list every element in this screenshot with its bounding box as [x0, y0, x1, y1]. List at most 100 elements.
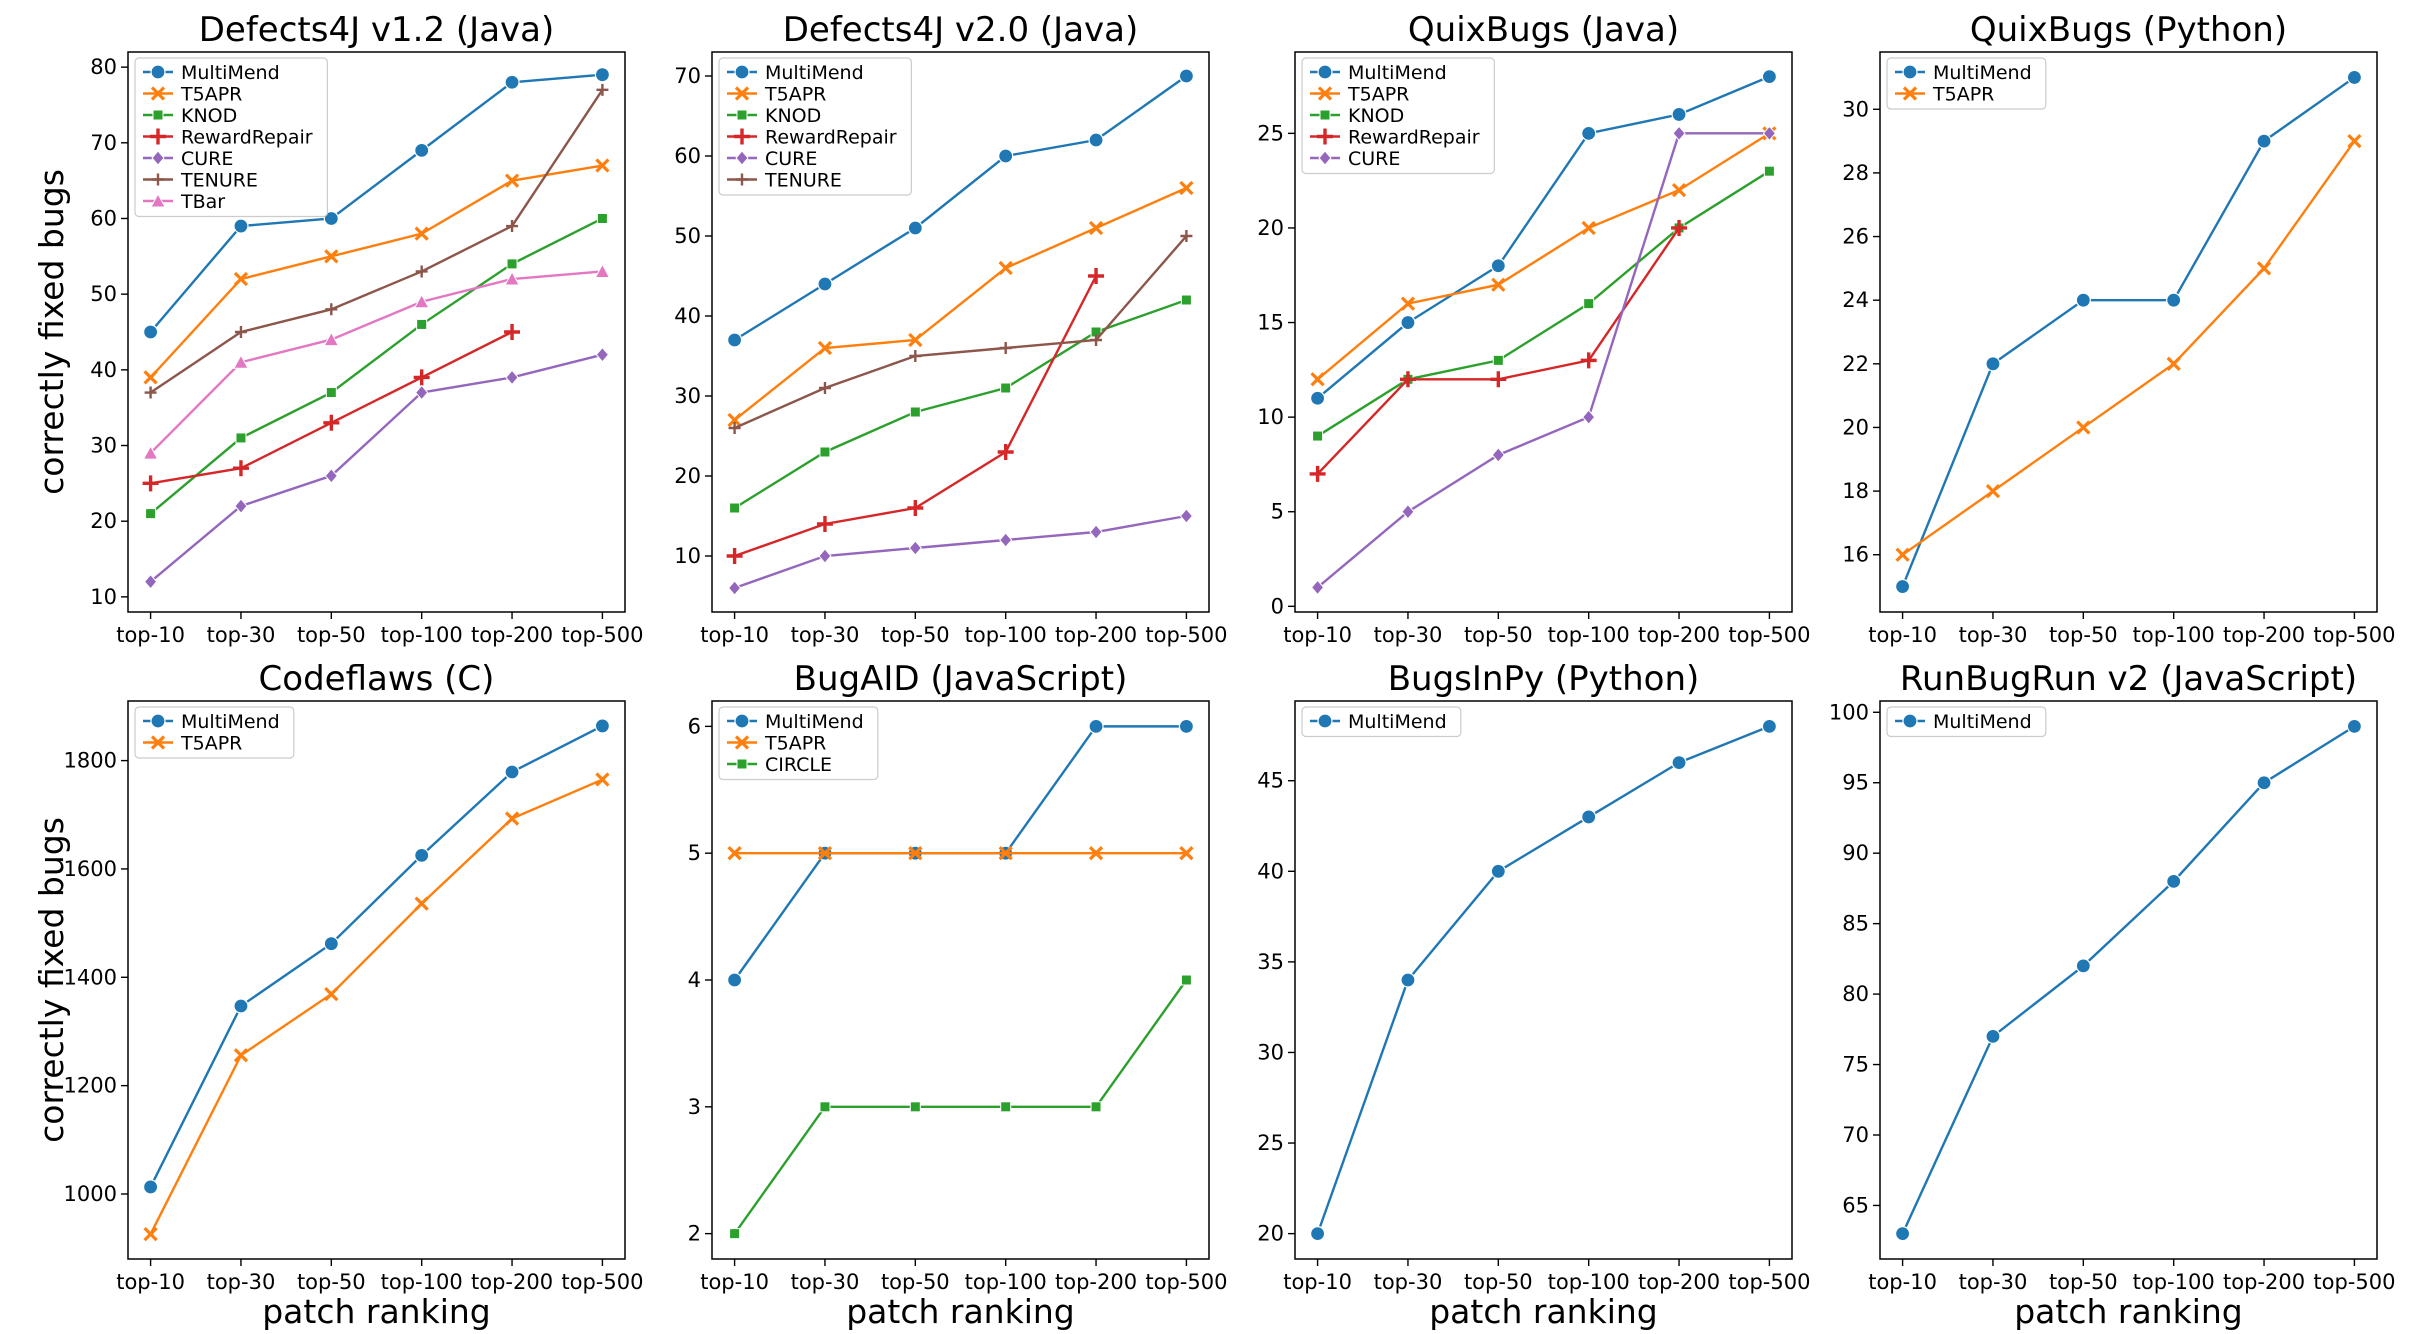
y-tick-label: 5 [688, 841, 701, 865]
data-point [1490, 371, 1507, 388]
data-point [594, 718, 611, 734]
data-point [324, 986, 339, 1002]
legend-entry: MultiMend [765, 711, 864, 733]
plot-frame [1879, 700, 2378, 1260]
data-point [728, 422, 741, 434]
x-tick-label: top-200 [2223, 623, 2305, 647]
legend-marker [736, 173, 748, 186]
legend-entry: CURE [1348, 148, 1400, 170]
data-point [504, 811, 520, 826]
data-point [596, 83, 609, 96]
data-point [1672, 125, 1686, 142]
data-point [1309, 390, 1326, 406]
data-point [2075, 958, 2091, 974]
data-point [997, 444, 1014, 460]
data-point [1491, 447, 1505, 463]
series-line [149, 724, 603, 1188]
data-point [817, 340, 833, 356]
data-point [2256, 775, 2272, 791]
legend-box [1301, 706, 1462, 738]
legend-entry: MultiMend [1348, 62, 1447, 84]
data-point [819, 446, 831, 458]
data-point [2346, 69, 2363, 86]
series-multimend [1894, 718, 2363, 1242]
chart-title: QuixBugs (Python) [1970, 10, 2287, 50]
data-point [415, 265, 428, 278]
y-tick-label: 20 [1257, 1222, 1284, 1246]
legend: MultiMendT5APRKNODRewardRepairCURETENURE… [134, 57, 328, 218]
legend-marker [150, 735, 166, 750]
data-point [1090, 334, 1103, 346]
x-tick-label: top-50 [2049, 1270, 2118, 1294]
data-point [145, 508, 157, 520]
plot-frame [1294, 51, 1793, 613]
legend-entry: MultiMend [1933, 711, 2032, 733]
data-point [1763, 165, 1775, 177]
legend-marker [734, 64, 750, 80]
chart-title: BugAID (JavaScript) [794, 659, 1128, 699]
legend-entry: T5APR [1932, 84, 1994, 106]
data-point [324, 249, 339, 264]
series-multimend [726, 68, 1195, 348]
series-line [149, 353, 603, 583]
data-point [233, 218, 249, 234]
data-point [1761, 718, 1778, 734]
data-point [2076, 420, 2091, 435]
x-tick-label: top-50 [1464, 623, 1533, 647]
y-tick-label: 60 [674, 144, 701, 168]
data-point [1671, 106, 1687, 123]
legend-entry: MultiMend [765, 62, 864, 84]
series-line [1316, 132, 1771, 381]
legend-entry: MultiMend [181, 711, 280, 733]
data-point [415, 384, 429, 401]
data-point [233, 1048, 249, 1063]
data-point [504, 764, 520, 780]
legend-entry: T5APR [180, 733, 242, 755]
y-tick-label: 70 [674, 64, 701, 88]
x-tick-label: top-30 [207, 1270, 276, 1294]
legend-marker [734, 128, 750, 145]
legend-marker [735, 150, 749, 166]
data-point [595, 346, 610, 363]
plot-frame [127, 700, 626, 1260]
data-point [2256, 261, 2272, 276]
y-tick-label: 5 [1271, 500, 1284, 524]
y-tick-label: 70 [1842, 1123, 1869, 1147]
data-point [233, 271, 249, 287]
x-tick-label: top-500 [1728, 1270, 1810, 1294]
legend: MultiMend [1301, 706, 1462, 738]
data-point [909, 406, 921, 418]
data-point [1401, 503, 1415, 520]
legend-marker [734, 86, 750, 101]
y-tick-label: 4 [688, 968, 701, 992]
series-rewardrepair [142, 324, 521, 492]
data-point [1309, 465, 1326, 482]
data-point [504, 324, 521, 340]
data-point [1894, 1226, 1911, 1242]
plot-frame [1879, 51, 2378, 613]
series-line [734, 235, 1188, 430]
y-axis-label: correctly fixed bugs [32, 169, 71, 495]
data-point [1000, 1101, 1012, 1113]
series-line [1316, 725, 1770, 1235]
series-line [149, 270, 603, 454]
x-tick-label: top-50 [297, 623, 366, 647]
y-tick-label: 10 [90, 585, 117, 609]
data-point [726, 332, 743, 348]
plot-frame [1294, 700, 1793, 1260]
data-point [908, 846, 923, 861]
series-line [734, 514, 1187, 590]
data-point [2346, 718, 2363, 734]
series-t5apr [143, 158, 610, 385]
series-multimend [142, 67, 611, 340]
data-point [1179, 846, 1194, 861]
data-point [1490, 258, 1506, 274]
data-point [1582, 409, 1596, 425]
data-point [235, 432, 247, 444]
y-tick-label: 90 [1842, 841, 1869, 865]
legend-marker [150, 713, 166, 729]
legend-box [718, 57, 912, 196]
y-tick-label: 40 [674, 304, 701, 328]
x-tick-label: top-30 [207, 623, 276, 647]
x-tick-label: top-30 [1959, 1270, 2028, 1294]
